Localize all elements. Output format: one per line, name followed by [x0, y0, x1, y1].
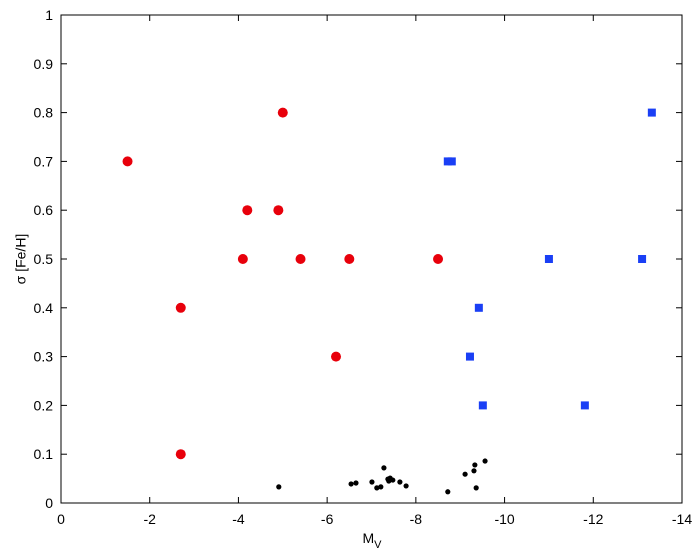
x-tick-label: -12: [583, 511, 603, 527]
x-tick-label: -8: [410, 511, 423, 527]
y-tick-label: 0.9: [34, 56, 54, 72]
square-point: [544, 255, 553, 263]
dot-point: [276, 484, 282, 490]
circle-point: [331, 351, 342, 362]
dot-point: [462, 471, 468, 477]
y-tick-label: 0.6: [34, 202, 54, 218]
y-tick-label: 0.2: [34, 397, 54, 413]
dot-point: [472, 462, 478, 468]
plot-frame: [60, 14, 683, 504]
dot-point: [369, 479, 375, 485]
y-tick-label: 0.1: [34, 446, 54, 462]
square-point: [465, 352, 474, 361]
y-tick-label: 0.5: [34, 251, 54, 267]
circle-point: [175, 302, 186, 313]
x-tick-label: -14: [672, 511, 692, 527]
circle-point: [122, 156, 133, 167]
square-point: [478, 401, 487, 410]
circle-point: [273, 205, 284, 216]
circle-point: [433, 254, 444, 264]
y-tick-label: 0.8: [34, 105, 54, 121]
dot-point: [378, 484, 384, 490]
y-tick-label: 1: [45, 7, 53, 23]
y-tick-label: 0: [45, 495, 53, 511]
x-tick-label: -2: [143, 511, 156, 527]
dot-point: [471, 468, 477, 474]
y-tick-label: 0.7: [34, 153, 54, 169]
dot-point: [403, 483, 409, 489]
square-point: [474, 303, 483, 312]
dot-point: [348, 481, 354, 487]
y-tick-label: 0.4: [34, 300, 54, 316]
dot-point: [353, 480, 359, 486]
dot-point: [381, 465, 387, 471]
y-tick-label: 0.3: [34, 349, 54, 365]
x-tick-label: -10: [494, 511, 514, 527]
x-tick-label: 0: [57, 511, 65, 527]
square-point: [447, 157, 456, 166]
circle-point: [277, 107, 288, 118]
square-point: [638, 255, 647, 263]
x-axis-label: MV: [362, 530, 382, 551]
dot-point: [482, 458, 488, 464]
dot-point: [390, 477, 396, 483]
x-axis-label-main: M: [362, 530, 374, 546]
circle-point: [242, 205, 253, 216]
dot-point: [374, 485, 380, 491]
y-axis-label: σ [Fe/H]: [13, 234, 29, 285]
dot-point: [397, 479, 403, 485]
circle-point: [175, 449, 186, 460]
x-axis-label-sub: V: [374, 539, 382, 551]
x-tick-label: -6: [321, 511, 334, 527]
circle-point: [237, 254, 248, 264]
square-point: [580, 401, 589, 410]
circle-point: [295, 254, 306, 264]
x-tick-label: -4: [232, 511, 245, 527]
square-point: [647, 108, 656, 117]
dot-point: [445, 489, 451, 495]
circle-point: [344, 254, 355, 264]
dot-point: [473, 485, 479, 491]
